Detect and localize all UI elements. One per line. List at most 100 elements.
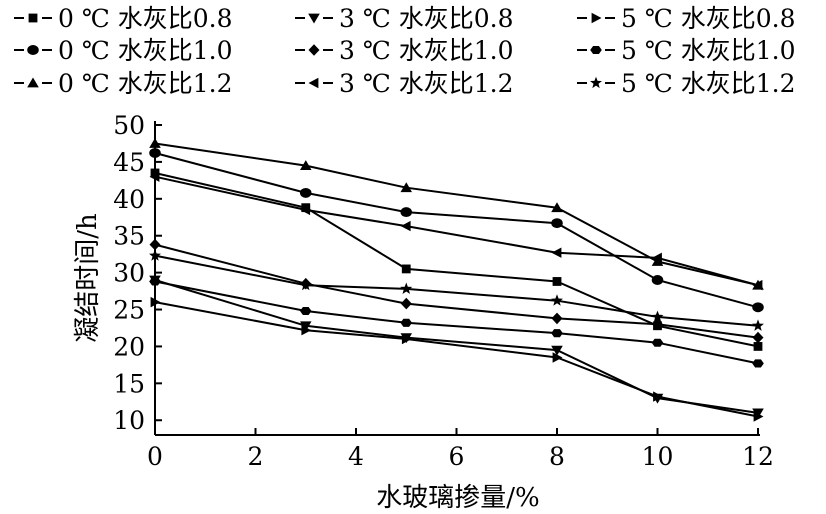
legend-label: 3 ℃ 水灰比0.8 — [339, 4, 514, 33]
legend-entry-3-c-wc10: 3 ℃ 水灰比1.0 — [295, 36, 514, 65]
data-point-5-c-wc08 — [401, 333, 412, 345]
data-point-5-c-wc10 — [752, 359, 764, 368]
series-line-5-c-wc12 — [154, 254, 759, 327]
legend-label: 5 ℃ 水灰比1.0 — [621, 36, 796, 65]
y-tick-label: 30 — [113, 259, 145, 288]
data-point-3-c-wc12 — [300, 204, 311, 216]
data-point-3-c-wc12 — [752, 279, 763, 291]
data-point-0-c-wc08 — [552, 277, 562, 286]
y-tick-label: 45 — [113, 148, 145, 177]
data-point-0-c-wc10 — [299, 187, 312, 198]
data-point-0-c-wc12 — [149, 138, 161, 148]
data-point-5-c-wc10 — [149, 277, 161, 286]
legend-entry-5-c-wc10: 5 ℃ 水灰比1.0 — [577, 36, 796, 65]
data-point-3-c-wc10 — [149, 238, 161, 251]
series-markers — [149, 138, 764, 422]
legend-marker — [27, 45, 39, 55]
y-axis-title: 凝结时间/h — [73, 213, 103, 343]
y-tick-label: 15 — [113, 369, 145, 398]
x-tick-label: 0 — [147, 442, 163, 471]
data-point-3-c-wc12 — [400, 220, 411, 232]
data-point-3-c-wc08 — [752, 408, 764, 419]
legend-entry-3-c-wc08: 3 ℃ 水灰比0.8 — [295, 4, 514, 33]
data-point-5-c-wc10 — [551, 329, 563, 338]
series-lines — [154, 142, 759, 418]
x-tick-label: 10 — [642, 442, 674, 471]
legend-marker — [590, 76, 602, 89]
legend-marker — [27, 77, 39, 88]
y-tick-label: 40 — [113, 185, 145, 214]
data-point-0-c-wc10 — [149, 148, 161, 158]
data-point-5-c-wc08 — [301, 325, 312, 336]
data-point-5-c-wc08 — [552, 352, 563, 363]
series-line-0-c-wc10 — [154, 152, 759, 309]
data-point-0-c-wc08 — [753, 342, 763, 351]
data-point-3-c-wc08 — [551, 345, 563, 356]
x-tick-label: 6 — [449, 442, 465, 471]
chart-legend: 0 ℃ 水灰比0.8 0 ℃ 水灰比1.0 0 ℃ 水灰比1.2 3 ℃ 水灰比0.8… — [14, 4, 796, 98]
legend-label: 0 ℃ 水灰比1.0 — [58, 36, 233, 65]
data-point-0-c-wc10 — [752, 302, 764, 313]
legend-label: 0 ℃ 水灰比1.2 — [58, 69, 233, 98]
data-point-3-c-wc10 — [551, 312, 563, 325]
legend-entry-0-c-wc08: 0 ℃ 水灰比0.8 — [14, 4, 233, 33]
data-point-0-c-wc12 — [300, 160, 312, 170]
y-tick-label: 10 — [113, 406, 145, 435]
data-point-3-c-wc12 — [551, 247, 562, 258]
data-point-3-c-wc12 — [652, 252, 662, 264]
data-point-3-c-wc08 — [300, 321, 312, 332]
plot-area: 0 2 4 6 8 10 12 10 15 20 25 30 35 40 45 50 — [113, 111, 774, 471]
x-axis-title: 水玻璃掺量/% — [376, 483, 539, 513]
y-axis-ticks: 10 15 20 25 30 35 40 45 50 — [113, 111, 162, 435]
y-tick-label: 25 — [113, 296, 145, 325]
x-tick-label: 8 — [549, 442, 565, 471]
data-point-3-c-wc10 — [400, 297, 412, 310]
legend-marker — [590, 46, 602, 54]
legend-label: 5 ℃ 水灰比0.8 — [621, 4, 796, 33]
series-line-0-c-wc12 — [154, 142, 759, 287]
data-point-0-c-wc12 — [651, 256, 664, 266]
data-point-0-c-wc10 — [551, 218, 563, 229]
data-point-5-c-wc12 — [400, 282, 413, 294]
data-point-5-c-wc08 — [150, 296, 161, 308]
series-line-3-c-wc10 — [154, 243, 759, 339]
data-point-0-c-wc12 — [400, 182, 412, 193]
data-point-5-c-wc10 — [651, 338, 664, 347]
legend-label: 3 ℃ 水灰比1.0 — [339, 36, 514, 65]
series-line-5-c-wc08 — [154, 301, 759, 418]
data-point-0-c-wc10 — [651, 275, 664, 285]
legend-entry-0-c-wc10: 0 ℃ 水灰比1.0 — [14, 36, 233, 65]
x-tick-label: 12 — [742, 442, 774, 471]
legend-label: 0 ℃ 水灰比0.8 — [58, 4, 233, 33]
series-line-3-c-wc12 — [154, 175, 759, 287]
data-point-5-c-wc08 — [653, 391, 663, 402]
data-point-5-c-wc12 — [149, 249, 161, 261]
legend-entry-5-c-wc12: 5 ℃ 水灰比1.2 — [577, 69, 796, 98]
series-line-0-c-wc08 — [154, 172, 759, 348]
legend-marker — [308, 44, 320, 56]
y-tick-label: 35 — [113, 222, 145, 251]
data-point-3-c-wc12 — [149, 171, 160, 182]
y-tick-label: 20 — [113, 332, 145, 361]
legend-marker — [591, 12, 602, 24]
x-axis-ticks: 0 2 4 6 8 10 12 — [147, 428, 774, 471]
legend-entry-5-c-wc08: 5 ℃ 水灰比0.8 — [577, 4, 796, 33]
data-point-5-c-wc12 — [551, 294, 563, 306]
data-point-5-c-wc10 — [400, 318, 412, 327]
data-point-5-c-wc08 — [753, 411, 764, 422]
data-point-0-c-wc10 — [400, 207, 413, 218]
y-tick-label: 50 — [113, 111, 145, 140]
data-point-3-c-wc10 — [652, 318, 663, 331]
legend-marker — [308, 13, 320, 24]
series-line-5-c-wc10 — [154, 280, 759, 365]
data-point-5-c-wc12 — [651, 310, 664, 322]
legend-label: 3 ℃ 水灰比1.2 — [339, 69, 514, 98]
legend-marker — [308, 77, 319, 89]
data-point-0-c-wc08 — [401, 264, 411, 274]
legend-label: 5 ℃ 水灰比1.2 — [621, 69, 796, 98]
data-point-3-c-wc10 — [752, 331, 764, 344]
x-tick-label: 4 — [348, 442, 364, 471]
data-point-5-c-wc10 — [300, 307, 312, 315]
data-point-0-c-wc08 — [150, 168, 160, 178]
